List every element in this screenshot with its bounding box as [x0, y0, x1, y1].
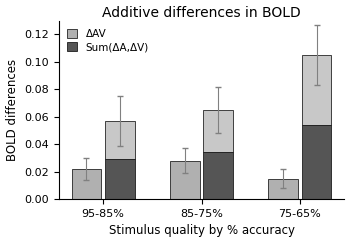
X-axis label: Stimulus quality by % accuracy: Stimulus quality by % accuracy: [108, 225, 294, 237]
Bar: [302, 125, 331, 199]
Bar: [203, 153, 233, 199]
Bar: [302, 55, 331, 125]
Bar: [203, 110, 233, 153]
Bar: [72, 169, 101, 199]
Bar: [268, 179, 298, 199]
Bar: [170, 161, 199, 199]
Title: Additive differences in BOLD: Additive differences in BOLD: [102, 6, 301, 19]
Legend: ΔAV, Sum(ΔA,ΔV): ΔAV, Sum(ΔA,ΔV): [64, 26, 152, 55]
Bar: [105, 121, 135, 159]
Bar: [105, 159, 135, 199]
Y-axis label: BOLD differences: BOLD differences: [6, 59, 19, 161]
